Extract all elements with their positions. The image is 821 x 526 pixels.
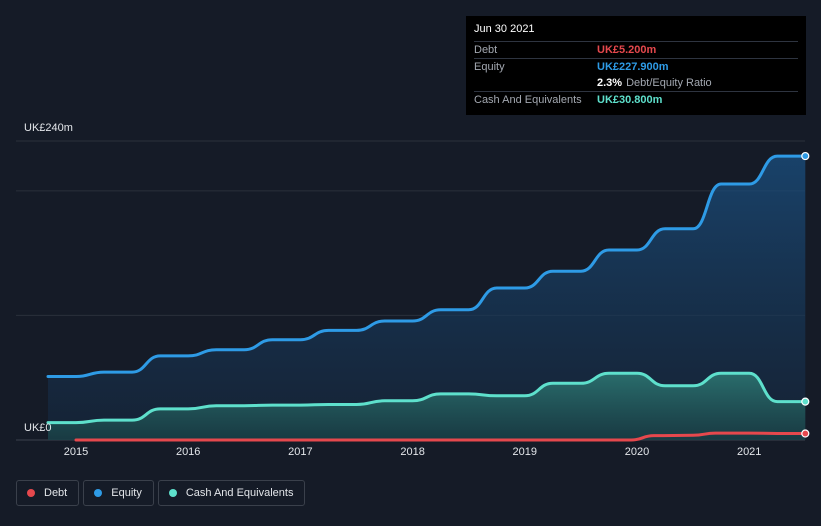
- area-cash-and-equivalents: [48, 373, 806, 440]
- tooltip-date: Jun 30 2021: [474, 23, 535, 35]
- x-tick-label: 2018: [400, 446, 425, 458]
- tooltip-ratio-label: Debt/Equity Ratio: [626, 77, 712, 89]
- end-marker-equity: [801, 151, 810, 161]
- chart-legend: Debt Equity Cash And Equivalents: [16, 480, 309, 506]
- series-line-debt: [74, 431, 807, 442]
- x-tick-label: 2016: [175, 446, 201, 458]
- y-axis-bottom-label: UK£0: [24, 422, 52, 434]
- tooltip-row-debt: Debt UK£5.200m: [474, 41, 798, 58]
- legend-label-equity: Equity: [111, 487, 142, 499]
- legend-dot-equity: [94, 489, 103, 497]
- tooltip-ratio-value: 2.3%: [597, 77, 623, 89]
- x-tick-label: 2020: [624, 446, 650, 458]
- series-line-cash-and-equivalents: [46, 371, 807, 425]
- area-equity: [48, 156, 806, 440]
- x-tick-label: 2017: [288, 446, 313, 458]
- legend-label-debt: Debt: [44, 487, 68, 499]
- tooltip-row-equity: Equity UK£227.900m: [474, 58, 798, 75]
- legend-item-debt[interactable]: Debt: [16, 480, 80, 506]
- legend-label-cash: Cash And Equivalents: [185, 487, 294, 499]
- legend-dot-debt: [27, 489, 35, 497]
- legend-item-cash[interactable]: Cash And Equivalents: [157, 480, 306, 506]
- y-axis-top-label: UK£240m: [24, 122, 73, 134]
- tooltip-row-cash: Cash And Equivalents UK£30.800m: [474, 91, 798, 108]
- tooltip-row-ratio: 2.3% Debt/Equity Ratio: [474, 75, 798, 91]
- tooltip-equity-label: Equity: [474, 61, 505, 73]
- legend-dot-cash: [168, 489, 177, 497]
- tooltip-equity-value: UK£227.900m: [597, 61, 669, 73]
- end-marker-debt: [801, 429, 810, 438]
- tooltip-cash-value: UK£30.800m: [597, 94, 663, 106]
- x-tick-label: 2021: [736, 446, 762, 458]
- chart-tooltip: Jun 30 2021 Debt UK£5.200m Equity UK£227…: [466, 16, 806, 115]
- x-tick-label: 2019: [512, 446, 538, 458]
- tooltip-debt-value: UK£5.200m: [597, 44, 657, 56]
- tooltip-debt-label: Debt: [474, 44, 498, 56]
- legend-item-equity[interactable]: Equity: [83, 480, 154, 506]
- series-line-equity: [46, 154, 807, 378]
- x-tick-label: 2015: [63, 446, 89, 458]
- tooltip-cash-label: Cash And Equivalents: [474, 94, 582, 106]
- end-marker-cash-and-equivalents: [801, 397, 810, 406]
